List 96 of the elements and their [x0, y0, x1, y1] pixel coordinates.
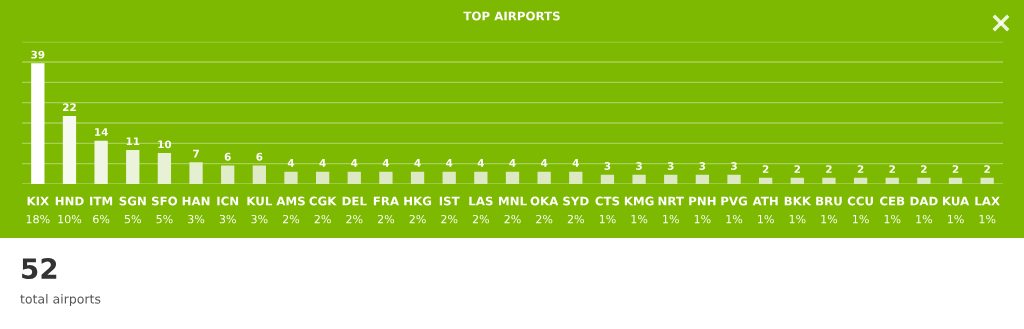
bar — [695, 174, 710, 184]
bar — [727, 174, 741, 184]
x-tick-label: BKK 1% — [784, 196, 812, 224]
x-tick-label: CGK 2% — [309, 196, 337, 224]
data-label: 2 — [762, 165, 769, 173]
bar — [252, 165, 266, 184]
bar — [347, 171, 361, 184]
x-tick-label: SYD 2% — [563, 196, 589, 224]
x-tick-label: SFO 5% — [151, 196, 178, 224]
bar — [917, 177, 931, 184]
data-label: 2 — [921, 165, 927, 173]
data-label: 22 — [63, 103, 76, 111]
x-tick-label: IST 2% — [439, 196, 460, 224]
data-label: 6 — [224, 152, 231, 161]
data-label: 4 — [382, 159, 390, 167]
x-tick-label: CCU 1% — [847, 196, 873, 224]
bar — [569, 171, 583, 184]
x-tick-label: ICN 3% — [217, 196, 239, 224]
data-label: 7 — [193, 149, 199, 158]
x-tick-label: FRA 2% — [373, 196, 400, 224]
bar — [790, 177, 804, 184]
data-label: 4 — [319, 159, 326, 167]
x-tick-label: CTS 1% — [595, 196, 620, 224]
data-label: 4 — [446, 159, 453, 167]
bar — [505, 171, 520, 184]
chart-title: TOP AIRPORTS — [463, 11, 560, 21]
text: 52 — [22, 258, 57, 280]
data-label: 3 — [667, 162, 674, 170]
bar — [31, 63, 45, 184]
x-tick-label: HND 10% — [55, 196, 84, 224]
bar — [221, 165, 235, 184]
x-tick-label: PNH 1% — [689, 196, 716, 224]
x-tick-label: KIX 18% — [26, 196, 50, 224]
x-tick-label: ITM 6% — [90, 196, 113, 224]
data-label: 3 — [636, 162, 642, 170]
x-tick-label: HKG 2% — [404, 196, 432, 224]
data-label: 2 — [826, 165, 832, 173]
data-label: 6 — [256, 152, 263, 161]
data-label: 2 — [794, 165, 801, 173]
x-tick-label: AMS 2% — [276, 196, 305, 224]
x-tick-label: ATH 1% — [752, 196, 778, 224]
x-tick-label: KUA 1% — [942, 196, 970, 224]
data-label: 3 — [731, 162, 737, 170]
x-tick-label: CEB 1% — [879, 196, 905, 224]
bar — [442, 171, 456, 184]
bar — [157, 153, 172, 184]
bar — [632, 174, 646, 184]
x-tick-label: PVG 1% — [721, 196, 747, 224]
bar — [474, 171, 488, 184]
bar — [885, 177, 899, 184]
x-tick-label: HAN 3% — [182, 196, 210, 224]
data-label: 2 — [984, 165, 990, 173]
data-label: 4 — [509, 159, 516, 167]
text: total airports — [20, 293, 101, 307]
data-label: 2 — [952, 165, 959, 173]
x-tick-label: DAD 1% — [910, 196, 938, 224]
data-label: 4 — [572, 159, 579, 167]
bar — [94, 140, 108, 184]
data-label: 14 — [95, 128, 108, 136]
data-label: 4 — [477, 159, 484, 167]
x-tick-label: DEL 2% — [342, 196, 367, 224]
x-tick-label: SGN 5% — [119, 196, 146, 224]
x-tick-label: LAX 1% — [975, 196, 1000, 224]
data-label: 4 — [414, 159, 421, 167]
bar — [379, 171, 393, 184]
data-label: 39 — [31, 50, 45, 59]
bar — [284, 171, 298, 184]
data-label: 3 — [604, 162, 611, 170]
x-tick-label: BRU 1% — [816, 196, 842, 224]
bar — [600, 174, 615, 184]
x-tick-label: MNL 2% — [499, 196, 527, 224]
data-label: 11 — [126, 137, 140, 146]
bar — [62, 115, 77, 184]
bar — [410, 171, 425, 184]
data-label: 4 — [351, 159, 358, 167]
bar — [189, 162, 203, 184]
data-label: 2 — [889, 165, 895, 173]
bar — [759, 177, 773, 184]
x-tick-label: KMG 1% — [624, 196, 654, 224]
bar — [537, 171, 551, 184]
data-label: 4 — [287, 159, 295, 167]
data-label: 10 — [158, 140, 172, 149]
bar — [126, 149, 140, 184]
data-label: 4 — [540, 159, 548, 167]
x-tick-label: NRT 1% — [658, 196, 684, 224]
x-tick-label: KUL 3% — [247, 196, 273, 224]
bar — [315, 171, 330, 184]
x-tick-label: LAS 2% — [469, 196, 493, 224]
data-label: 2 — [857, 165, 864, 173]
bar — [853, 177, 868, 184]
bar — [822, 177, 836, 184]
bar — [948, 177, 963, 184]
bar — [980, 177, 994, 184]
bar — [664, 174, 678, 184]
x-tick-label: OKA 2% — [530, 196, 559, 224]
data-label: 3 — [699, 162, 706, 170]
